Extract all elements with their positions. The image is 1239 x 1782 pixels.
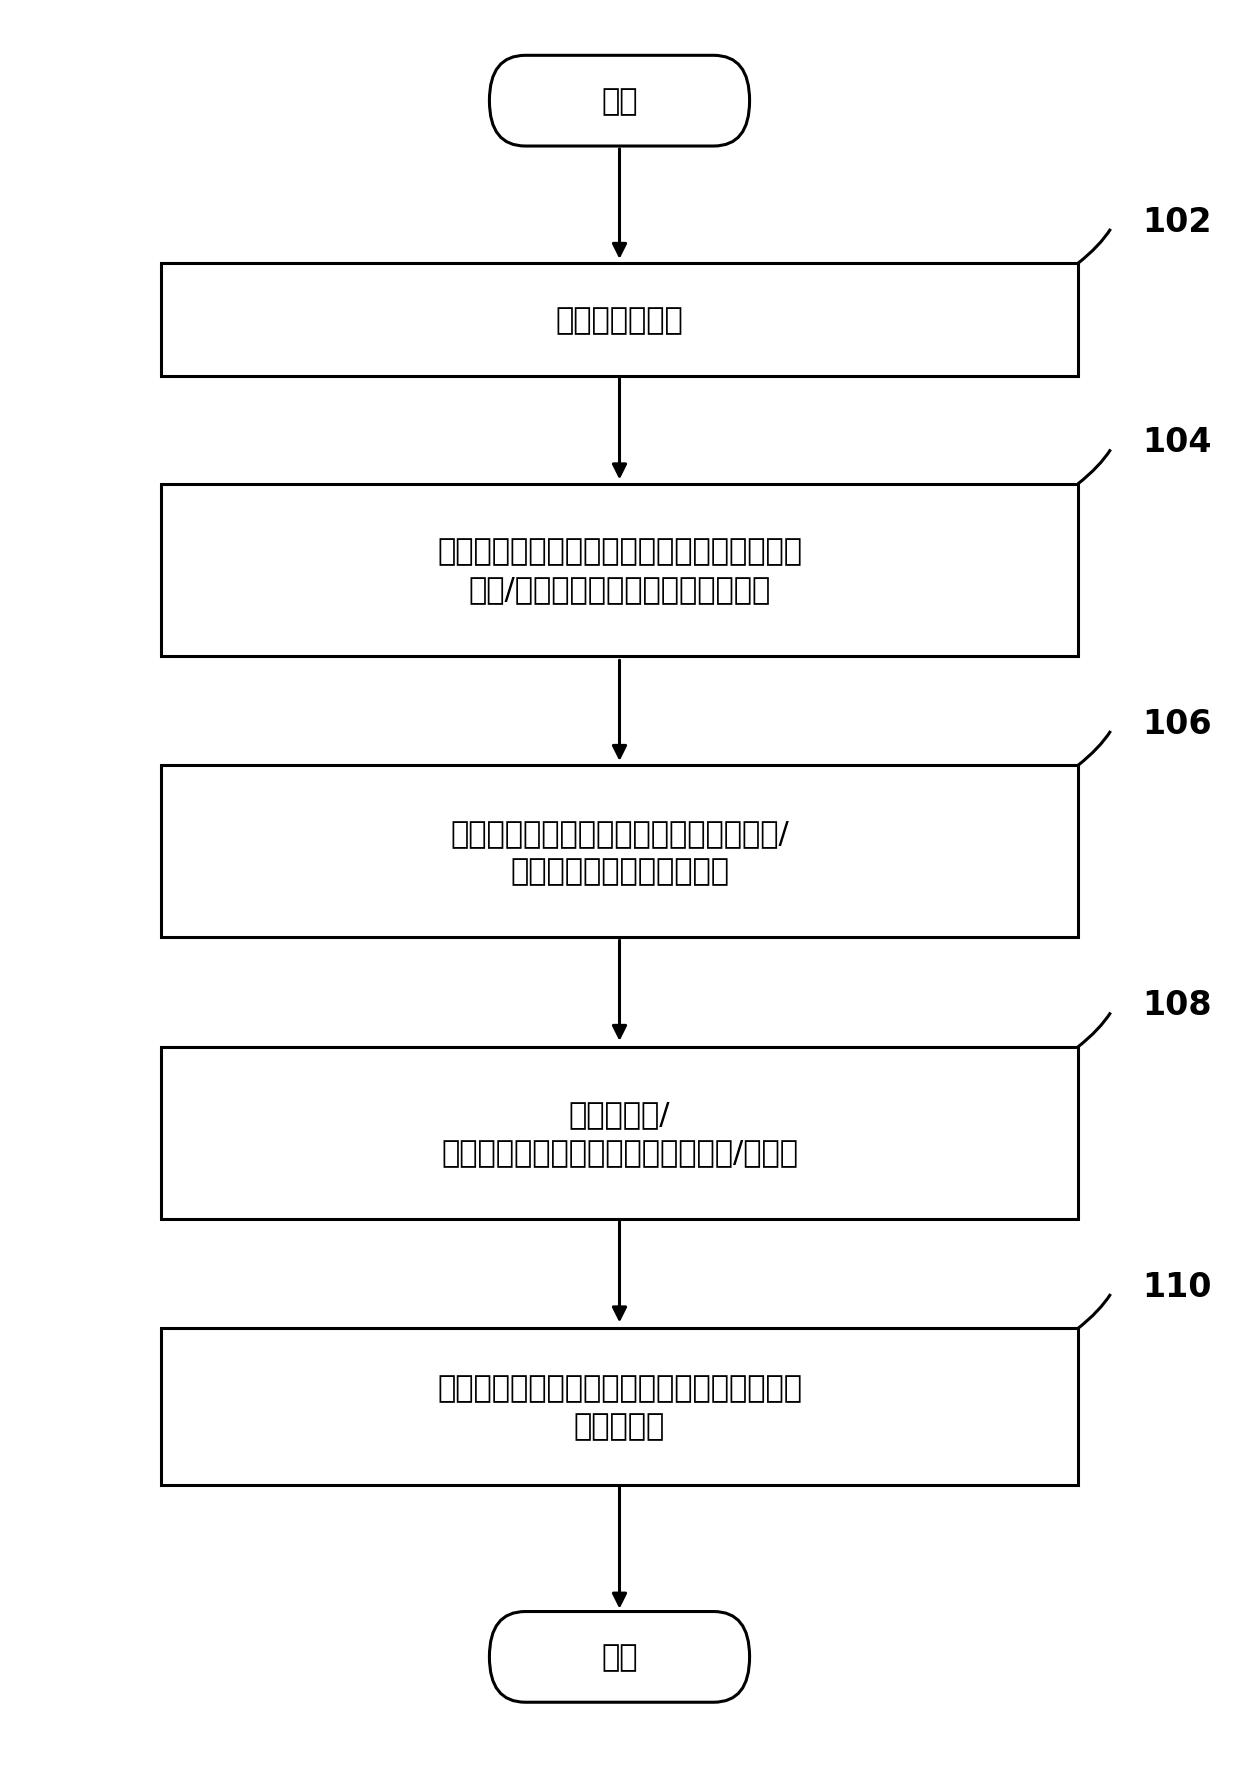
Text: 102: 102 [1142, 205, 1212, 239]
Text: 110: 110 [1142, 1271, 1212, 1303]
Text: 在虚拟孔和/
或沟槽中沉积氧化物以封闭虚拟孔和/或沟槽: 在虚拟孔和/ 或沟槽中沉积氧化物以封闭虚拟孔和/或沟槽 [441, 1099, 798, 1167]
Bar [161, 1048, 1078, 1219]
Bar [161, 766, 1078, 937]
FancyBboxPatch shape [489, 1611, 750, 1702]
Bar [161, 264, 1078, 376]
Text: 106: 106 [1142, 707, 1212, 740]
Text: 提供半导体结构: 提供半导体结构 [555, 307, 684, 335]
Bar [161, 1329, 1078, 1484]
Text: 104: 104 [1142, 426, 1212, 458]
Text: 108: 108 [1142, 989, 1212, 1021]
FancyBboxPatch shape [489, 57, 750, 146]
Text: 去除半导体结构表面的氧化物和保护层，且使
沟道孔打开: 去除半导体结构表面的氧化物和保护层，且使 沟道孔打开 [437, 1374, 802, 1440]
Bar [161, 485, 1078, 656]
Text: 在沟道孔的底部形成第一外延结构，且在虚拟
孔和/或沟槽的底部形成第二外延结构: 在沟道孔的底部形成第一外延结构，且在虚拟 孔和/或沟槽的底部形成第二外延结构 [437, 536, 802, 604]
Text: 使用针对辅助区的光刻步骤去除虚拟孔和/
或沟槽底部的第二外延结构: 使用针对辅助区的光刻步骤去除虚拟孔和/ 或沟槽底部的第二外延结构 [450, 818, 789, 886]
Text: 开始: 开始 [601, 87, 638, 116]
Text: 结束: 结束 [601, 1643, 638, 1672]
